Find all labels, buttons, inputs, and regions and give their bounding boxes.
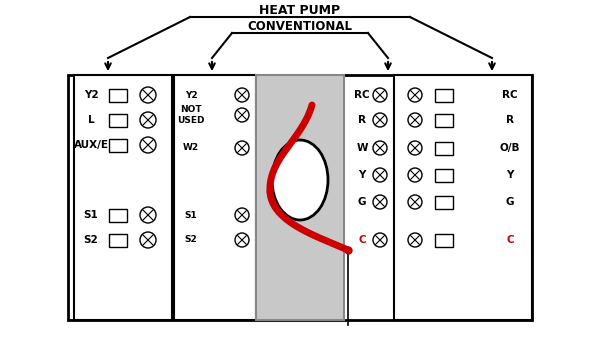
Circle shape bbox=[408, 88, 422, 102]
Text: CONVENTIONAL: CONVENTIONAL bbox=[248, 20, 353, 32]
Text: G: G bbox=[358, 197, 366, 207]
Text: G: G bbox=[506, 197, 514, 207]
Circle shape bbox=[140, 207, 156, 223]
Circle shape bbox=[235, 141, 249, 155]
Text: W: W bbox=[356, 143, 368, 153]
Text: HEAT PUMP: HEAT PUMP bbox=[259, 3, 341, 17]
Text: R: R bbox=[506, 115, 514, 125]
Bar bbox=[174, 75, 256, 320]
Bar bbox=[109, 114, 127, 126]
Text: AUX/E: AUX/E bbox=[74, 140, 109, 150]
Bar bbox=[74, 75, 172, 320]
Circle shape bbox=[140, 87, 156, 103]
Bar bbox=[109, 209, 127, 221]
Circle shape bbox=[140, 112, 156, 128]
Circle shape bbox=[408, 141, 422, 155]
Text: Y: Y bbox=[358, 170, 365, 180]
Bar bbox=[109, 234, 127, 246]
Circle shape bbox=[140, 137, 156, 153]
Text: Y2: Y2 bbox=[83, 90, 98, 100]
Circle shape bbox=[373, 168, 387, 182]
Text: S1: S1 bbox=[185, 211, 197, 219]
Circle shape bbox=[235, 233, 249, 247]
Circle shape bbox=[373, 233, 387, 247]
Circle shape bbox=[235, 208, 249, 222]
Ellipse shape bbox=[272, 140, 328, 220]
Text: L: L bbox=[88, 115, 94, 125]
Bar bbox=[435, 142, 453, 154]
Bar bbox=[256, 75, 344, 320]
Bar bbox=[435, 114, 453, 126]
Text: S1: S1 bbox=[83, 210, 98, 220]
Circle shape bbox=[235, 88, 249, 102]
Circle shape bbox=[373, 113, 387, 127]
Bar bbox=[435, 89, 453, 101]
Bar bbox=[109, 139, 127, 152]
Circle shape bbox=[408, 195, 422, 209]
Text: W2: W2 bbox=[183, 144, 199, 153]
Bar bbox=[435, 195, 453, 209]
Bar bbox=[109, 89, 127, 101]
Text: Y: Y bbox=[506, 170, 514, 180]
Text: NOT
USED: NOT USED bbox=[177, 105, 205, 125]
Text: O/B: O/B bbox=[500, 143, 520, 153]
Bar bbox=[435, 234, 453, 246]
Bar bbox=[435, 168, 453, 182]
Text: C: C bbox=[506, 235, 514, 245]
Text: RC: RC bbox=[502, 90, 518, 100]
Circle shape bbox=[408, 113, 422, 127]
Circle shape bbox=[235, 108, 249, 122]
Text: C: C bbox=[358, 235, 366, 245]
Text: RC: RC bbox=[354, 90, 370, 100]
Text: S2: S2 bbox=[83, 235, 98, 245]
Circle shape bbox=[373, 88, 387, 102]
Circle shape bbox=[373, 141, 387, 155]
Circle shape bbox=[408, 168, 422, 182]
Bar bbox=[68, 75, 532, 320]
Text: R: R bbox=[358, 115, 366, 125]
Text: S2: S2 bbox=[185, 236, 197, 245]
Circle shape bbox=[373, 195, 387, 209]
Circle shape bbox=[140, 232, 156, 248]
Bar bbox=[394, 75, 532, 320]
Circle shape bbox=[408, 233, 422, 247]
Text: Y2: Y2 bbox=[185, 91, 197, 99]
